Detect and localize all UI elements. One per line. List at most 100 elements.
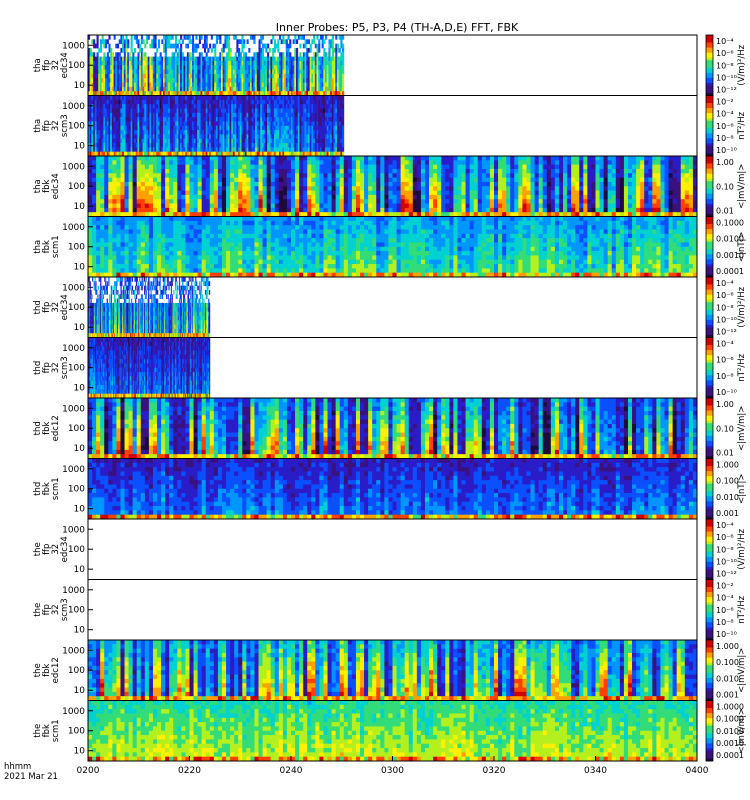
spectrogram-cell	[108, 60, 111, 66]
spectrogram-cell	[287, 86, 290, 92]
spectrogram-cell	[115, 99, 118, 105]
spectrogram-cell	[118, 82, 121, 88]
spectrogram-cell	[134, 60, 137, 66]
spectrogram-cell	[176, 91, 179, 96]
spectrogram-cell	[145, 143, 149, 148]
spectrogram-cell	[217, 121, 220, 127]
spectrogram-cell	[229, 151, 232, 157]
spectrogram-cell	[120, 177, 125, 183]
spectrogram-cell	[286, 199, 292, 204]
spectrogram-cell	[253, 82, 256, 88]
spectrogram-cell	[103, 82, 106, 88]
spectrogram-cell	[229, 73, 232, 79]
spectrogram-cell	[210, 56, 213, 62]
spectrogram-cell	[209, 56, 212, 62]
spectrogram-cell	[277, 65, 280, 70]
spectrogram-cell	[238, 199, 243, 204]
spectrogram-cell	[94, 143, 97, 148]
spectrogram-cell	[372, 173, 377, 179]
spectrogram-cell	[135, 82, 138, 88]
spectrogram-cell	[388, 173, 393, 179]
spectrogram-cell	[207, 151, 210, 157]
spectrogram-cell	[122, 60, 125, 66]
spectrogram-cell	[277, 138, 280, 144]
spectrogram-cell	[221, 69, 224, 75]
spectrogram-cell	[265, 99, 268, 105]
spectrogram-cell	[137, 69, 140, 75]
spectrogram-cell	[134, 151, 137, 157]
spectrogram-cell	[330, 78, 333, 83]
spectrogram-cell	[360, 164, 365, 170]
spectrogram-cell	[201, 160, 207, 166]
spectrogram-cell	[284, 60, 287, 66]
spectrogram-cell	[140, 39, 143, 45]
spectrogram-cell	[360, 181, 365, 187]
spectrogram-cell	[115, 125, 118, 131]
spectrogram-cell	[197, 199, 203, 204]
spectrogram-cell	[313, 78, 316, 83]
spectrogram-cell	[186, 130, 190, 135]
spectrogram-cell	[272, 138, 275, 144]
spectrogram-cell	[327, 199, 332, 204]
spectrogram-cell	[188, 151, 191, 157]
spectrogram-cell	[171, 95, 174, 101]
spectrogram-cell	[260, 95, 263, 101]
spectrogram-cell	[263, 143, 266, 148]
spectrogram-cell	[221, 151, 224, 157]
spectrogram-cell	[128, 134, 132, 140]
spectrogram-cell	[254, 207, 259, 213]
spectrogram-cell	[156, 108, 159, 114]
spectrogram-cell	[171, 56, 174, 62]
spectrogram-cell	[304, 65, 307, 70]
spectrogram-cell	[108, 117, 111, 122]
spectrogram-cell	[273, 91, 276, 96]
colorbar-segment	[706, 67, 713, 71]
spectrogram-cell	[265, 134, 268, 140]
spectrogram-cell	[244, 99, 247, 105]
spectrogram-cell	[110, 130, 113, 135]
spectrogram-cell	[185, 143, 188, 148]
spectrogram-cell	[140, 56, 143, 62]
spectrogram-cell	[128, 130, 132, 135]
spectrogram-cell	[205, 104, 208, 109]
spectrogram-cell	[157, 164, 162, 170]
spectrogram-cell	[180, 69, 183, 75]
spectrogram-cell	[120, 160, 125, 166]
spectrogram-cell	[290, 91, 294, 96]
spectrogram-cell	[232, 82, 236, 88]
spectrogram-cell	[93, 117, 96, 122]
spectrogram-cell	[263, 112, 266, 118]
spectrogram-cell	[183, 121, 186, 127]
spectrogram-cell	[186, 82, 190, 88]
spectrogram-cell	[157, 181, 162, 187]
spectrogram-cell	[263, 104, 266, 109]
spectrogram-cell	[101, 151, 104, 157]
spectrogram-cell	[144, 181, 150, 187]
spectrogram-cell	[151, 134, 154, 140]
spectrogram-cell	[230, 164, 235, 170]
spectrogram-cell	[268, 117, 271, 122]
spectrogram-cell	[239, 52, 242, 58]
spectrogram-cell	[304, 78, 307, 83]
spectrogram-cell	[151, 130, 154, 135]
spectrogram-cell	[339, 199, 345, 204]
spectrogram-cell	[180, 130, 183, 135]
spectrogram-cell	[224, 130, 227, 135]
spectrogram-cell	[243, 56, 246, 62]
spectrogram-cell	[193, 143, 196, 148]
spectrogram-cell	[331, 164, 337, 170]
spectrogram-cell	[335, 65, 338, 70]
spectrogram-cell	[347, 160, 353, 166]
spectrogram-cell	[241, 104, 244, 109]
spectrogram-cell	[278, 207, 284, 213]
spectrogram-cell	[110, 99, 113, 105]
spectrogram-cell	[325, 86, 328, 92]
spectrogram-cell	[214, 121, 217, 127]
spectrogram-cell	[253, 138, 256, 144]
spectrogram-cell	[163, 73, 166, 79]
spectrogram-cell	[226, 147, 229, 153]
spectrogram-cell	[355, 203, 361, 209]
spectrogram-cell	[101, 91, 104, 96]
spectrogram-cell	[96, 95, 99, 101]
spectrogram-cell	[139, 125, 142, 131]
